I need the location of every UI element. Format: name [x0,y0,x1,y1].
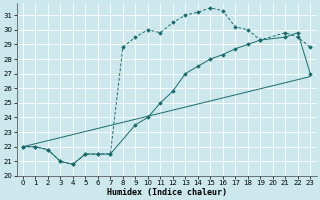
X-axis label: Humidex (Indice chaleur): Humidex (Indice chaleur) [107,188,227,197]
